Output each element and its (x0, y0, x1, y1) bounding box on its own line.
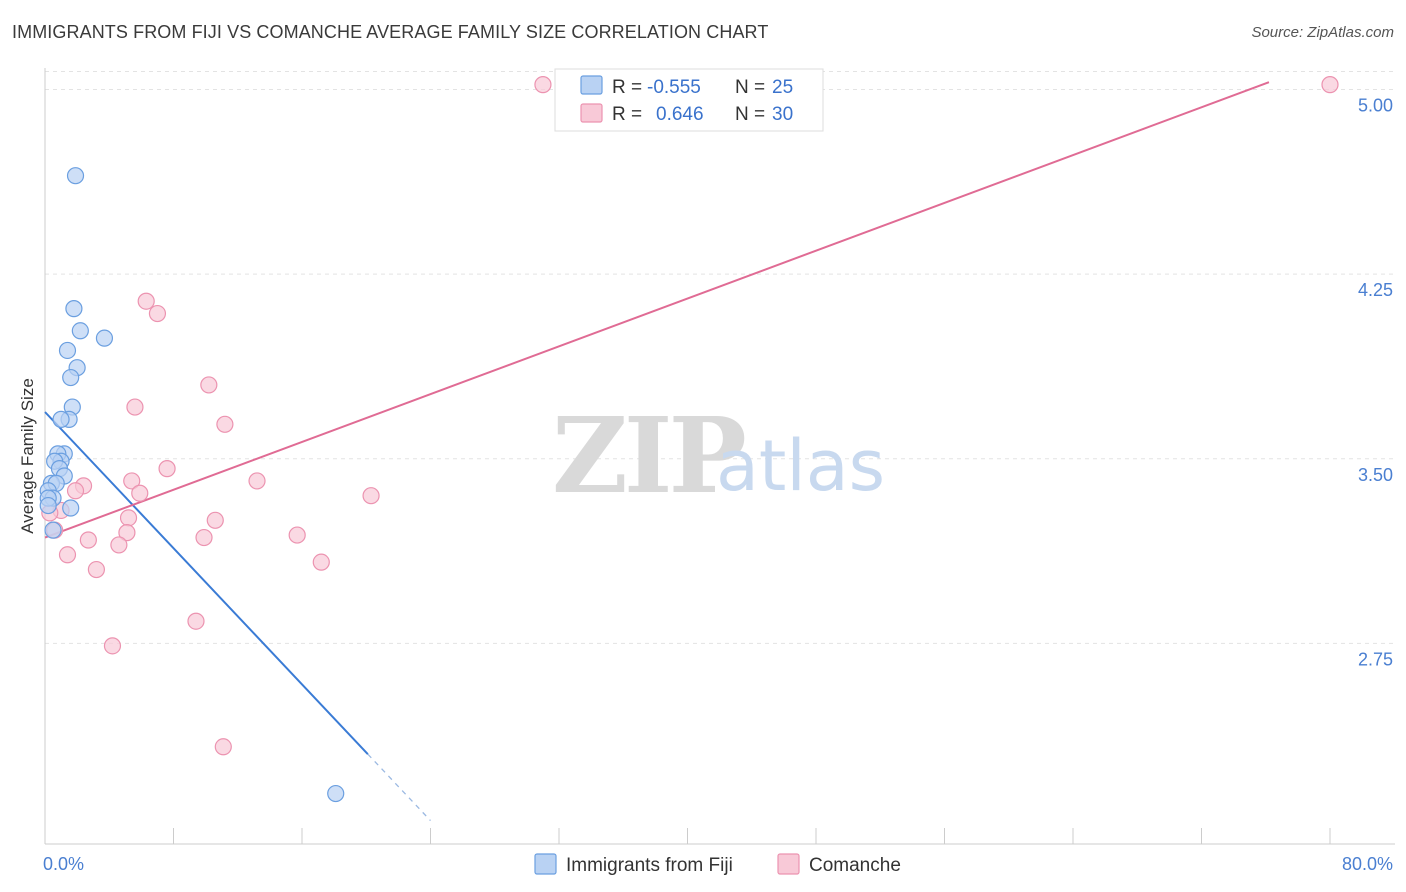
x-tick-labels: 0.0% 80.0% (43, 854, 1393, 874)
y-tick-label-0: 2.75 (1358, 649, 1393, 669)
point-comanche-3 (148, 304, 167, 323)
watermark-zip: ZIP (552, 394, 745, 517)
point-fiji-22 (39, 496, 57, 515)
point-fiji-21 (62, 499, 80, 517)
point-comanche-21 (79, 531, 97, 549)
watermark: ZIP atlas (552, 394, 885, 517)
x-tick-label-0: 0.0% (43, 854, 84, 874)
legend-r-value-fiji: -0.555 (647, 77, 701, 98)
point-comanche-12 (66, 482, 85, 500)
point-fiji-4 (58, 341, 77, 360)
point-comanche-6 (216, 415, 234, 433)
point-comanche-28 (103, 637, 122, 655)
watermark-atlas: atlas (716, 425, 885, 507)
point-comanche-20 (288, 526, 306, 544)
point-comanche-27 (187, 612, 205, 630)
legend-r-label-comanche: R = (612, 104, 642, 125)
point-comanche-16 (206, 511, 224, 529)
series-legend-swatch-comanche (777, 853, 800, 875)
y-tick-labels: 2.75 3.50 4.25 5.00 (1358, 96, 1393, 670)
y-tick-label-2: 4.25 (1358, 280, 1393, 300)
legend-swatch-comanche (580, 103, 603, 123)
point-comanche-7 (158, 460, 176, 478)
correlation-legend: R = -0.555 N = 25 R = 0.646 N = 30 (554, 68, 824, 132)
point-comanche-4 (200, 376, 218, 394)
trend-line-comanche (44, 81, 1270, 539)
point-comanche-8 (248, 472, 266, 490)
legend-n-value-fiji: 25 (772, 77, 793, 98)
point-comanche-2 (137, 292, 155, 310)
point-comanche-22 (195, 528, 213, 547)
legend-r-value-comanche: 0.646 (656, 104, 704, 125)
point-comanche-19 (118, 524, 136, 542)
x-tick-label-1: 80.0% (1342, 854, 1393, 874)
trend-line-fiji (44, 411, 369, 755)
point-comanche-0 (534, 76, 552, 94)
series-legend: Immigrants from Fiji Comanche (534, 853, 901, 876)
point-comanche-24 (58, 546, 77, 564)
point-comanche-29 (214, 738, 232, 756)
axes-layer (44, 68, 1395, 845)
legend-n-value-comanche: 30 (772, 104, 793, 125)
series-legend-label-fiji: Immigrants from Fiji (566, 855, 733, 876)
y-tick-label-1: 3.50 (1358, 465, 1393, 485)
point-fiji-2 (71, 322, 89, 340)
point-fiji-23 (44, 521, 62, 539)
y-axis-label: Average Family Size (18, 378, 37, 534)
grid-layer (45, 71, 1395, 644)
point-comanche-26 (87, 560, 106, 579)
source-label: Source: ZipAtlas.com (1251, 24, 1394, 41)
point-comanche-17 (119, 509, 138, 527)
point-fiji-24 (327, 784, 345, 803)
point-fiji-3 (95, 329, 114, 347)
chart-title: IMMIGRANTS FROM FIJI VS COMANCHE AVERAGE… (12, 22, 769, 42)
point-fiji-0 (66, 167, 85, 185)
point-comanche-25 (312, 553, 330, 571)
legend-n-label-fiji: N = (735, 77, 765, 98)
point-fiji-1 (65, 300, 83, 318)
trend-layer (44, 81, 1270, 822)
point-comanche-1 (1321, 76, 1339, 94)
series-legend-label-comanche: Comanche (809, 855, 901, 876)
point-comanche-5 (126, 398, 144, 416)
legend-swatch-fiji (580, 75, 603, 95)
legend-n-label-comanche: N = (735, 104, 765, 125)
point-comanche-11 (131, 484, 149, 502)
y-tick-label-3: 5.00 (1358, 96, 1393, 116)
point-fiji-6 (62, 368, 80, 387)
point-comanche-23 (110, 536, 128, 554)
point-fiji-9 (52, 410, 70, 428)
series-legend-swatch-fiji (534, 853, 557, 875)
points-layer (39, 76, 1339, 803)
trend-line-fiji-extension (367, 753, 431, 822)
legend-r-label-fiji: R = (612, 77, 642, 98)
point-comanche-9 (123, 472, 141, 490)
point-comanche-13 (362, 487, 380, 505)
